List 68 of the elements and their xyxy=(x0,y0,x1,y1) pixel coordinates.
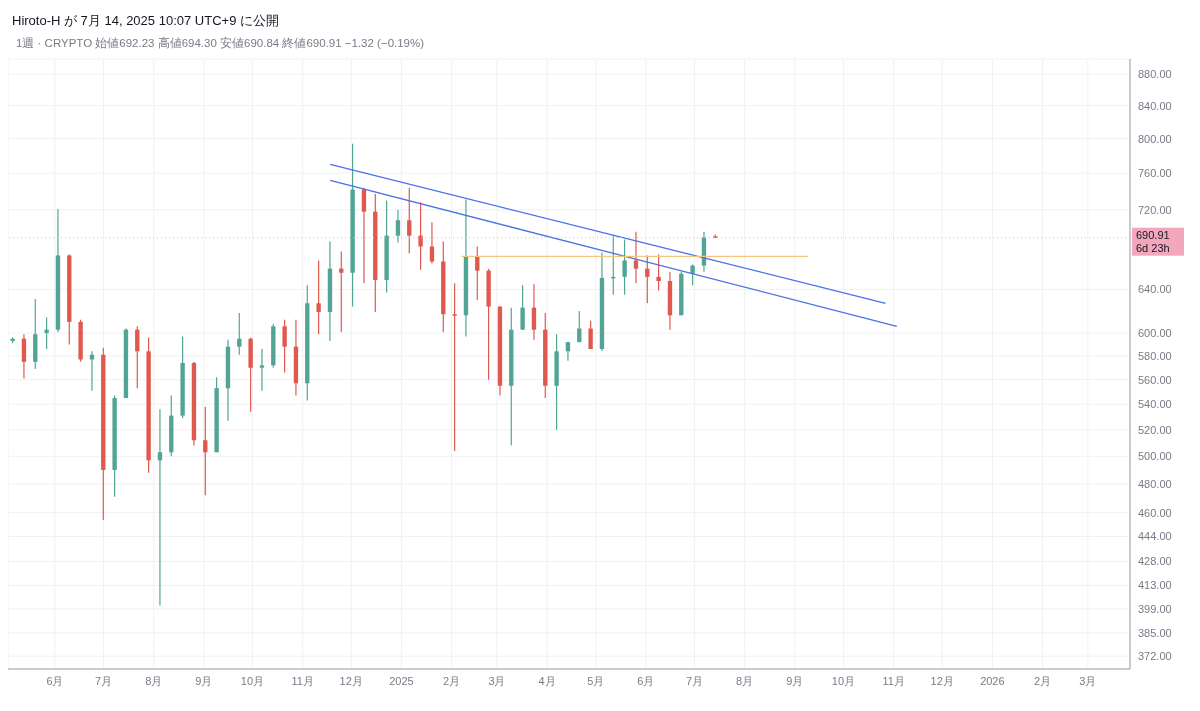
candlestick xyxy=(418,201,423,271)
x-tick-label: 3月 xyxy=(488,674,506,687)
x-tick-label: 8月 xyxy=(145,674,163,687)
x-tick-label: 10月 xyxy=(831,674,856,687)
y-tick-label: 800.00 xyxy=(1138,132,1172,145)
y-tick-label: 413.00 xyxy=(1138,579,1172,592)
y-tick-label: 428.00 xyxy=(1138,555,1172,568)
candlestick xyxy=(44,316,49,350)
candlestick xyxy=(157,408,163,607)
x-tick-label: 12月 xyxy=(930,674,954,687)
x-tick-label: 11月 xyxy=(291,674,314,687)
chart-subtitle: 1週 · CRYPTO 始値692.23 高値694.30 安値690.84 終値690.91 −1.32 (−0.19%) xyxy=(15,36,426,51)
candlestick xyxy=(475,245,480,301)
y-tick-label: 840.00 xyxy=(1138,99,1172,112)
candlestick xyxy=(361,187,367,284)
x-tick-label: 7月 xyxy=(94,674,113,687)
y-tick-label: 385.00 xyxy=(1138,626,1172,639)
x-tick-label: 6月 xyxy=(637,674,655,687)
candlestick xyxy=(452,282,457,452)
candlestick xyxy=(633,231,639,284)
x-tick-label: 2026 xyxy=(980,674,1005,687)
y-tick-label: 399.00 xyxy=(1138,602,1172,615)
x-tick-label: 2月 xyxy=(1034,674,1052,687)
x-tick-label: 2025 xyxy=(389,674,414,687)
candlestick xyxy=(259,348,265,392)
candlestick xyxy=(588,320,593,350)
y-tick-label: 760.00 xyxy=(1138,167,1172,180)
y-tick-label: 580.00 xyxy=(1138,349,1172,362)
candlestick xyxy=(531,283,537,341)
candlestick xyxy=(622,238,627,296)
candlestick xyxy=(429,221,435,265)
y-tick-label: 720.00 xyxy=(1138,203,1172,216)
candlestick xyxy=(203,406,208,496)
y-tick-label: 500.00 xyxy=(1138,450,1172,463)
y-tick-label: 540.00 xyxy=(1138,398,1172,411)
candlestick xyxy=(565,341,571,362)
y-tick-label: 372.00 xyxy=(1138,650,1172,663)
x-tick-label: 4月 xyxy=(538,674,556,687)
y-tick-label: 460.00 xyxy=(1138,506,1172,519)
y-tick-label: 560.00 xyxy=(1138,373,1172,386)
candlestick xyxy=(237,312,242,356)
x-tick-label: 3月 xyxy=(1079,674,1097,687)
y-tick-label: 880.00 xyxy=(1138,68,1172,81)
y-tick-label: 600.00 xyxy=(1138,326,1172,339)
candlestick xyxy=(21,333,27,380)
y-tick-label: 640.00 xyxy=(1138,283,1172,296)
candlestick xyxy=(520,284,525,331)
x-tick-label: 9月 xyxy=(195,674,213,687)
x-tick-label: 6月 xyxy=(46,674,64,687)
y-tick-label: 480.00 xyxy=(1138,477,1172,490)
x-tick-label: 10月 xyxy=(240,674,265,687)
ref-line-label: 690.91 6d 23h xyxy=(1136,228,1170,254)
x-tick-label: 11月 xyxy=(882,674,905,687)
y-tick-label: 444.00 xyxy=(1138,530,1172,543)
candlestick xyxy=(282,319,287,374)
candlestick xyxy=(395,209,401,244)
x-tick-label: 12月 xyxy=(339,674,363,687)
x-tick-label: 8月 xyxy=(736,674,754,687)
candlestick xyxy=(316,259,321,335)
candlestick xyxy=(690,263,695,286)
x-tick-label: 2月 xyxy=(443,674,461,687)
candlestick xyxy=(656,253,661,292)
x-tick-label: 9月 xyxy=(786,674,804,687)
y-tick-label: 520.00 xyxy=(1138,423,1172,436)
x-tick-label: 5月 xyxy=(587,674,605,687)
chart-title: Hiroto-H が 7月 14, 2025 10:07 UTC+9 に公開 xyxy=(11,12,280,30)
x-tick-label: 7月 xyxy=(685,674,704,687)
candlestick xyxy=(407,187,412,255)
